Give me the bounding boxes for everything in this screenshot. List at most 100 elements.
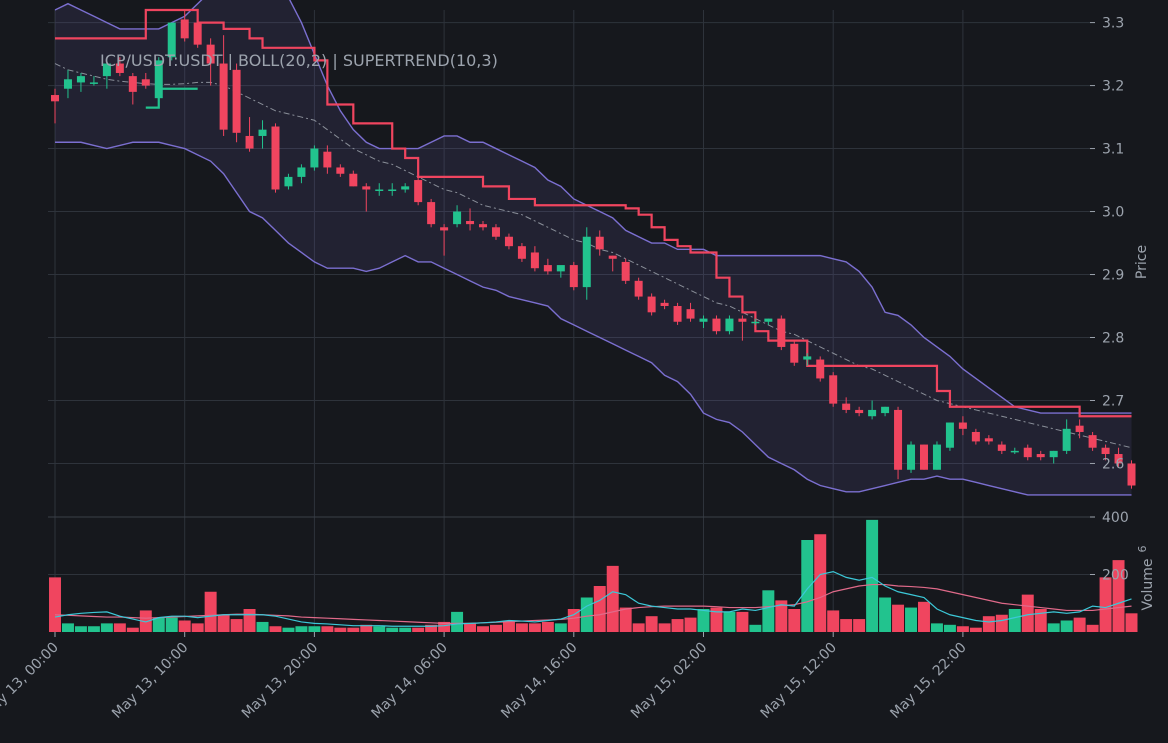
volume-bar [178,620,191,632]
volume-bar [853,619,866,632]
volume-bar [1125,613,1138,632]
volume-bar [1034,609,1047,632]
volume-bar [658,623,671,632]
candle-body [362,186,371,190]
volume-bar [1047,623,1060,632]
candle-body [375,189,384,191]
volume-bar [905,607,918,632]
candle-body [556,265,565,272]
volume-bar [749,624,762,632]
volume-bar [87,626,100,632]
volume-bar [61,623,74,632]
volume-bar [930,623,943,632]
candle-body [543,265,552,272]
candle-body [997,444,1006,451]
chart-title: ICP/USDT:USDT | BOLL(20,2) | SUPERTREND(… [100,51,498,70]
candle-body [440,227,449,231]
candle-body [336,167,345,174]
volume-bar [74,626,87,632]
candle-body [517,246,526,259]
volume-bar [243,609,256,632]
candle-body [414,180,423,203]
volume-ma-fast [54,570,1132,627]
candle-body [855,409,864,414]
price-tick-label: 3.1 [1102,142,1124,158]
candle-body [310,148,319,168]
volume-bar [528,623,541,632]
supertrend-down-line [55,8,1132,418]
candle-body [297,167,306,177]
volume-bar [866,519,879,632]
volume-bar [139,610,152,632]
candle-body [686,309,695,319]
price-tick-label: 2.9 [1102,268,1124,284]
candle-body [1036,454,1045,458]
volume-bar [282,627,295,632]
candle-body [660,302,669,307]
volume-bar [165,617,178,632]
price-tick-label: 3.0 [1102,205,1124,221]
candle-body [1049,450,1058,458]
candle-body [1062,428,1071,451]
candle-body [504,236,513,247]
candle-body [595,236,604,250]
volume-bar [425,624,438,632]
candle-body [582,236,591,288]
candle-body [1010,450,1019,453]
price-tick-label: 3.3 [1102,16,1124,32]
candle-body [232,69,241,133]
candle-body [206,44,215,64]
volume-bar [373,626,386,632]
candle-body [479,224,488,228]
candle-body [530,252,539,269]
volume-bar [801,540,814,632]
volume-bar [671,619,684,632]
candle-body [491,227,500,237]
candle-body [154,60,163,99]
volume-bar [1021,594,1034,632]
volume-bar [360,624,373,632]
candle-body [284,176,293,187]
candle-body [699,318,708,322]
price-axis-label: Price [1134,245,1150,279]
candle-body [932,444,941,470]
volume-bar [982,616,995,632]
candlesticks [51,10,1136,489]
candle-body [1023,447,1032,458]
bollinger-fill [55,0,1132,495]
volume-axis-exponent: 6 [1136,545,1149,552]
volume-bar [412,627,425,632]
volume-bar [217,614,230,632]
bollinger-upper [54,0,1132,414]
volume-bar [1086,624,1099,632]
candle-body [401,186,410,190]
volume-bar [1060,620,1073,632]
volume-bar [697,609,710,632]
candle-body [388,189,397,191]
price-tick-label: 2.6 [1102,456,1124,472]
candle-body [76,76,85,83]
volume-bar [100,623,113,632]
candle-body [790,343,799,363]
volume-bar [593,586,606,632]
volume-bar [1099,577,1112,632]
volume-bar [126,627,139,632]
candle-body [829,375,838,404]
candle-body [115,63,124,73]
candle-body [634,280,643,297]
volume-bar [892,604,905,632]
volume-bar [399,627,412,632]
candle-body [193,22,202,45]
candle-body [453,211,462,225]
volume-bar [308,626,321,632]
candle-body [245,135,254,149]
volume-bar [489,624,502,632]
volume-bar [840,619,853,632]
candle-body [51,95,59,102]
candle-body [971,431,980,442]
candle-body [919,444,928,470]
candle-body [958,422,967,429]
candle-body [102,63,111,77]
volume-bar [515,623,528,632]
